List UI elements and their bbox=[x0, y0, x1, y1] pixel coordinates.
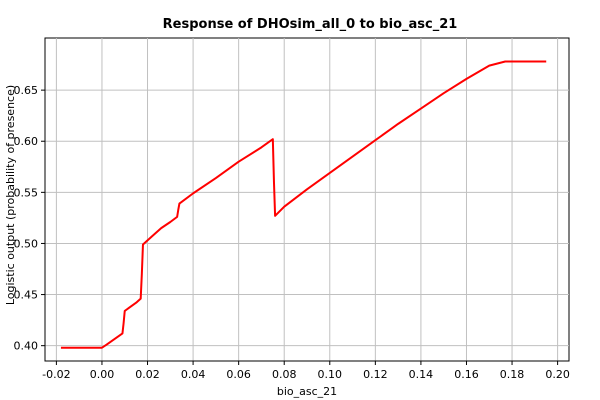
y-axis: 0.40 0.45 0.50 0.55 0.60 0.65 bbox=[14, 38, 46, 361]
x-tick-label: 0.12 bbox=[363, 368, 388, 381]
x-tick-label: 0.00 bbox=[90, 368, 115, 381]
y-tick-label: 0.60 bbox=[14, 135, 39, 148]
y-tick-label: 0.40 bbox=[14, 340, 39, 353]
y-tick-label: 0.55 bbox=[14, 186, 39, 199]
y-axis-label: Logistic output (probability of presence… bbox=[4, 85, 17, 305]
y-tick-label: 0.45 bbox=[14, 289, 39, 302]
y-tick-label: 0.65 bbox=[14, 84, 39, 97]
x-tick-label: 0.16 bbox=[454, 368, 479, 381]
x-tick-label: 0.10 bbox=[318, 368, 343, 381]
x-tick-label: 0.06 bbox=[226, 368, 251, 381]
x-tick-label: 0.20 bbox=[545, 368, 570, 381]
x-tick-label: 0.18 bbox=[500, 368, 525, 381]
chart-title: Response of DHOsim_all_0 to bio_asc_21 bbox=[163, 17, 458, 32]
x-tick-label: 0.04 bbox=[181, 368, 206, 381]
x-tick-label: 0.08 bbox=[272, 368, 297, 381]
x-axis-label: bio_asc_21 bbox=[277, 385, 337, 398]
x-tick-label: 0.02 bbox=[135, 368, 160, 381]
x-tick-label: 0.14 bbox=[409, 368, 434, 381]
y-tick-label: 0.50 bbox=[14, 237, 39, 250]
x-axis: -0.02 0.00 0.02 0.04 0.06 0.08 0.10 0.12 0.14 0.1… bbox=[42, 361, 570, 381]
x-tick-label: -0.02 bbox=[42, 368, 70, 381]
